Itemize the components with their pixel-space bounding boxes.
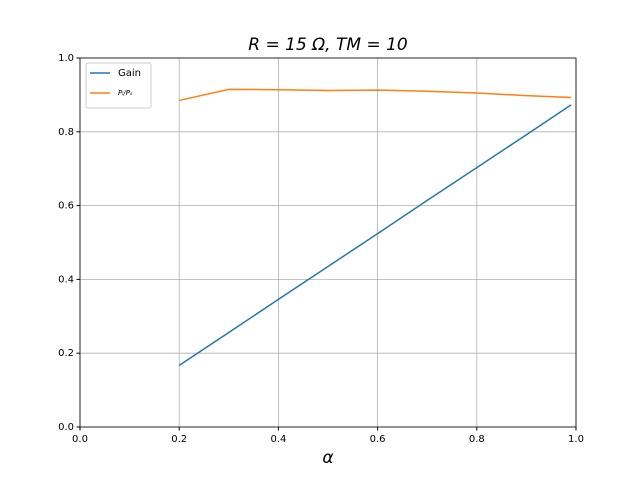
x-tick-label: 1.0 bbox=[568, 434, 584, 445]
y-tick-label: 0.0 bbox=[58, 422, 74, 433]
x-tick-label: 0.2 bbox=[171, 434, 187, 445]
x-tick-label: 0.6 bbox=[370, 434, 386, 445]
y-tick-label: 0.4 bbox=[58, 274, 74, 285]
plot-frame bbox=[79, 57, 577, 428]
x-tick-label: 0.0 bbox=[72, 434, 88, 445]
x-axis-label: α bbox=[322, 448, 333, 468]
y-tick-label: 1.0 bbox=[58, 53, 74, 64]
legend-label: Pₗ/Pₛ bbox=[118, 89, 133, 97]
y-tick-label: 0.2 bbox=[58, 348, 74, 359]
legend-box bbox=[85, 62, 152, 109]
legend-label: Gain bbox=[118, 68, 141, 79]
series-line bbox=[178, 104, 572, 367]
x-tick-label: 0.4 bbox=[270, 434, 286, 445]
chart-title: R = 15 Ω, TM = 10 bbox=[248, 35, 407, 55]
y-tick-label: 0.8 bbox=[58, 127, 74, 138]
series-line bbox=[179, 88, 572, 102]
y-tick-label: 0.6 bbox=[58, 201, 74, 212]
x-tick-label: 0.8 bbox=[469, 434, 485, 445]
